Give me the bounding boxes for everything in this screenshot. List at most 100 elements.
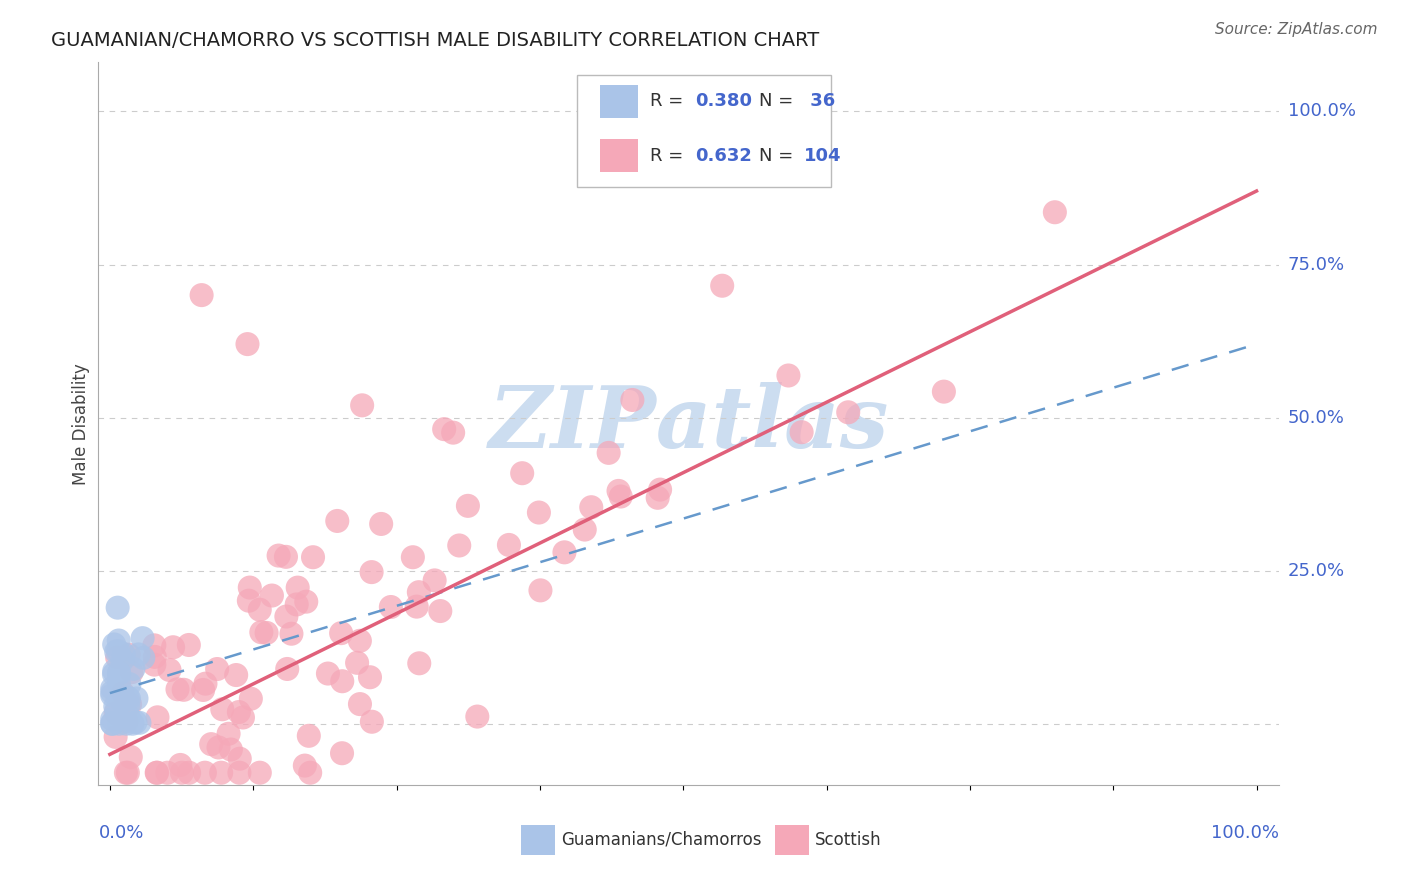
Point (218, 727, 240, 741)
Text: 50.0%: 50.0% (1288, 409, 1344, 426)
Point (294, 758, 316, 772)
Point (107, 600, 129, 615)
Point (169, 758, 191, 772)
Point (346, 656, 368, 670)
Point (121, 716, 143, 731)
Point (143, 649, 166, 664)
Point (205, 662, 228, 676)
Point (609, 490, 631, 504)
Point (1043, 205, 1066, 219)
FancyBboxPatch shape (600, 85, 638, 118)
Text: 100.0%: 100.0% (1288, 103, 1355, 120)
Text: R =: R = (650, 146, 689, 165)
Point (429, 604, 451, 618)
Point (209, 765, 232, 780)
Point (115, 765, 138, 780)
Point (405, 599, 427, 614)
Point (711, 278, 734, 293)
Text: Guamanians/Chamorros: Guamanians/Chamorros (561, 830, 762, 849)
Point (115, 716, 138, 731)
Point (256, 626, 278, 640)
Point (298, 729, 321, 743)
Point (648, 483, 671, 497)
Point (837, 405, 859, 419)
Point (229, 752, 252, 766)
Point (146, 765, 169, 780)
Point (598, 446, 620, 460)
Point (349, 697, 371, 711)
Point (121, 665, 143, 680)
Point (457, 499, 479, 513)
Point (330, 626, 353, 640)
Point (441, 425, 464, 440)
Point (103, 637, 125, 651)
Point (103, 664, 125, 678)
Point (108, 666, 131, 681)
Point (330, 746, 353, 760)
Point (115, 714, 138, 729)
Point (295, 594, 318, 608)
FancyBboxPatch shape (576, 75, 831, 186)
Point (118, 691, 141, 706)
Point (105, 704, 128, 718)
Point (101, 688, 124, 702)
Point (380, 600, 402, 615)
Point (104, 699, 127, 714)
Point (465, 709, 488, 723)
Point (118, 648, 141, 662)
Point (117, 765, 139, 780)
Point (232, 710, 254, 724)
Point (118, 677, 141, 691)
Point (127, 648, 149, 662)
Point (276, 609, 298, 624)
Point (108, 666, 131, 681)
Point (249, 765, 271, 780)
Point (103, 667, 125, 681)
Point (302, 550, 325, 565)
Point (228, 705, 250, 719)
Y-axis label: Male Disability: Male Disability (72, 363, 90, 484)
Point (173, 682, 195, 697)
Point (117, 690, 139, 705)
Point (162, 640, 184, 655)
Point (207, 740, 229, 755)
Point (111, 694, 134, 708)
Text: 0.0%: 0.0% (98, 824, 143, 842)
FancyBboxPatch shape (522, 825, 555, 855)
Point (932, 384, 955, 399)
Point (131, 631, 153, 645)
Point (166, 682, 188, 697)
Point (125, 691, 148, 706)
Point (128, 715, 150, 730)
FancyBboxPatch shape (775, 825, 810, 855)
Point (285, 598, 308, 612)
Point (143, 657, 166, 672)
Point (239, 581, 262, 595)
Point (105, 650, 128, 665)
Point (124, 715, 146, 730)
Point (360, 565, 382, 579)
Point (104, 706, 127, 720)
Point (122, 662, 145, 676)
Point (107, 644, 129, 658)
Point (449, 539, 471, 553)
Point (117, 698, 139, 713)
Point (145, 765, 167, 780)
Point (111, 653, 134, 667)
Text: 0.380: 0.380 (695, 93, 752, 111)
Point (239, 691, 262, 706)
Text: 36: 36 (803, 93, 835, 111)
Point (326, 514, 349, 528)
Point (238, 593, 260, 607)
Point (101, 685, 124, 699)
Point (359, 670, 381, 684)
Point (111, 686, 134, 700)
Point (287, 581, 309, 595)
Point (360, 714, 382, 729)
Point (101, 681, 124, 696)
Point (120, 750, 142, 764)
Point (177, 638, 200, 652)
FancyBboxPatch shape (600, 139, 638, 172)
Text: 0.632: 0.632 (695, 146, 752, 165)
Point (225, 668, 247, 682)
